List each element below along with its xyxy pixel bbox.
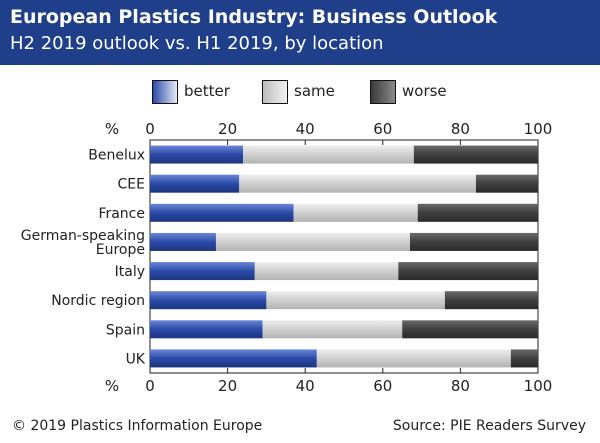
x-tick-label-bottom-3: 60 — [373, 377, 392, 395]
bar-better-4 — [150, 262, 255, 281]
chart-subtitle: H2 2019 outlook vs. H1 2019, by location — [10, 33, 384, 54]
copyright-note: © 2019 Plastics Information Europe — [12, 418, 263, 434]
x-tick-label-bottom-1: 20 — [218, 377, 237, 395]
bar-better-3 — [150, 232, 216, 251]
x-tick-label-bottom-0: 0 — [145, 377, 155, 395]
bar-same-7 — [316, 349, 511, 368]
x-tick-label-top-5: 100 — [524, 120, 553, 138]
bar-worse-2 — [417, 203, 538, 222]
bar-worse-0 — [413, 145, 538, 164]
plot-area — [149, 139, 539, 374]
x-tick-label-top-0: 0 — [145, 120, 155, 138]
bar-worse-1 — [475, 174, 538, 193]
chart-title: European Plastics Industry: Business Out… — [10, 6, 498, 28]
category-label-4: Italy — [115, 264, 145, 280]
bar-worse-7 — [510, 349, 538, 368]
bar-same-4 — [254, 262, 399, 281]
x-tick-label-top-2: 40 — [296, 120, 315, 138]
bar-same-3 — [215, 232, 410, 251]
category-label-5: Nordic region — [51, 293, 145, 309]
x-tick-label-top-3: 60 — [373, 120, 392, 138]
legend-label-worse: worse — [402, 82, 447, 100]
x-tick-label-top-4: 80 — [451, 120, 470, 138]
category-label-2: France — [98, 206, 145, 222]
bar-same-1 — [239, 174, 476, 193]
legend-swatch-same — [262, 80, 288, 104]
category-label-0: Benelux — [88, 148, 145, 164]
unit-label-bottom: % — [105, 377, 119, 395]
category-label-6: Spain — [106, 322, 145, 338]
category-label-3-line-1: Europe — [96, 242, 145, 258]
bar-same-0 — [243, 145, 414, 164]
bar-worse-3 — [409, 232, 538, 251]
bar-better-0 — [150, 145, 244, 164]
x-tick-label-bottom-4: 80 — [451, 377, 470, 395]
header-banner: European Plastics Industry: Business Out… — [0, 0, 600, 65]
legend-label-same: same — [294, 82, 335, 100]
bar-better-6 — [150, 320, 263, 339]
unit-label-top: % — [105, 120, 119, 138]
bar-better-2 — [150, 203, 294, 222]
legend-swatch-worse — [370, 80, 396, 104]
x-tick-label-top-1: 20 — [218, 120, 237, 138]
bar-same-5 — [266, 291, 445, 310]
bar-better-1 — [150, 174, 240, 193]
category-label-7: UK — [126, 351, 146, 367]
legend-swatch-better — [152, 80, 178, 104]
bar-better-7 — [150, 349, 317, 368]
bar-same-2 — [293, 203, 418, 222]
bar-better-5 — [150, 291, 267, 310]
bar-worse-6 — [402, 320, 538, 339]
legend: better same worse — [0, 78, 600, 106]
bar-worse-4 — [398, 262, 538, 281]
x-tick-label-bottom-5: 100 — [524, 377, 553, 395]
legend-label-better: better — [184, 82, 230, 100]
category-label-3-line-0: German-speaking — [21, 228, 145, 244]
bar-worse-5 — [444, 291, 538, 310]
x-tick-label-bottom-2: 40 — [296, 377, 315, 395]
bar-same-6 — [262, 320, 403, 339]
category-label-1: CEE — [118, 177, 145, 193]
source-note: Source: PIE Readers Survey — [392, 418, 586, 434]
